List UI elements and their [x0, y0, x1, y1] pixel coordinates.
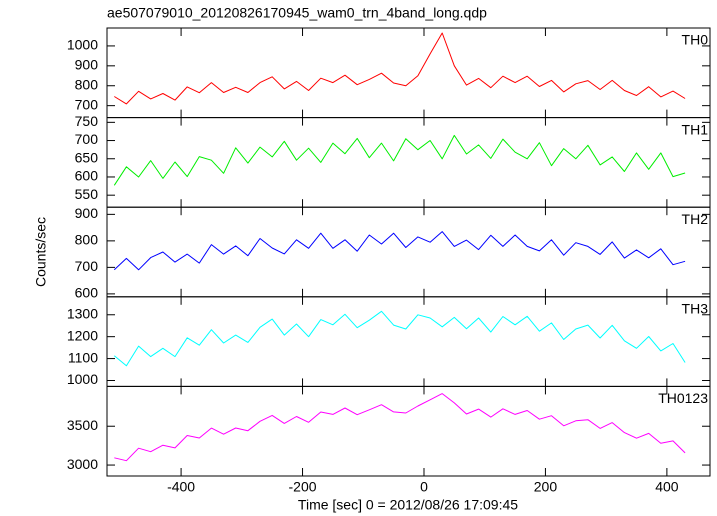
- y-tick-label: 700: [75, 96, 99, 112]
- y-tick-label: 650: [75, 149, 99, 165]
- y-tick-label: 1000: [67, 37, 98, 53]
- x-tick-label: 0: [420, 479, 428, 495]
- panel-frame: [106, 296, 711, 387]
- x-axis-label: Time [sec] 0 = 2012/08/26 17:09:45: [298, 497, 518, 513]
- y-tick-label: 1000: [67, 371, 98, 387]
- y-tick-label: 900: [75, 57, 99, 73]
- panel-label: TH1: [682, 121, 709, 137]
- y-tick-label: 750: [75, 113, 99, 129]
- y-tick-label: 800: [75, 232, 99, 248]
- x-tick-label: 400: [655, 479, 679, 495]
- y-tick-label: 700: [75, 258, 99, 274]
- panel-frame: [106, 117, 711, 208]
- y-tick-label: 1100: [68, 349, 98, 365]
- x-tick-label: -400: [167, 479, 195, 495]
- chart-title: ae507079010_20120826170945_wam0_trn_4ban…: [107, 5, 487, 21]
- y-tick-label: 550: [75, 186, 99, 202]
- y-tick-label: 3500: [67, 417, 98, 433]
- data-line: [113, 310, 686, 367]
- y-tick-label: 1200: [67, 327, 98, 343]
- panel-label: TH2: [682, 211, 709, 227]
- y-tick-label: 1300: [67, 305, 98, 321]
- y-tick-label: 900: [75, 205, 99, 221]
- panel-label: TH3: [682, 301, 709, 317]
- y-tick-label: 3000: [67, 456, 98, 472]
- panel-frame: [106, 27, 711, 119]
- data-line: [114, 393, 686, 462]
- y-tick-label: 600: [75, 285, 99, 301]
- y-axis-label: Counts/sec: [33, 217, 49, 287]
- y-tick-label: 800: [75, 76, 99, 92]
- panel-label: TH0: [682, 32, 709, 48]
- panel-frame: [106, 385, 711, 477]
- y-tick-label: 600: [75, 168, 99, 184]
- x-tick-label: -200: [289, 479, 317, 495]
- panel-label: TH0123: [658, 390, 708, 406]
- data-line: [114, 32, 686, 105]
- data-line: [113, 134, 686, 186]
- x-tick-label: 200: [534, 479, 558, 495]
- data-line: [113, 231, 686, 271]
- y-tick-label: 700: [75, 131, 99, 147]
